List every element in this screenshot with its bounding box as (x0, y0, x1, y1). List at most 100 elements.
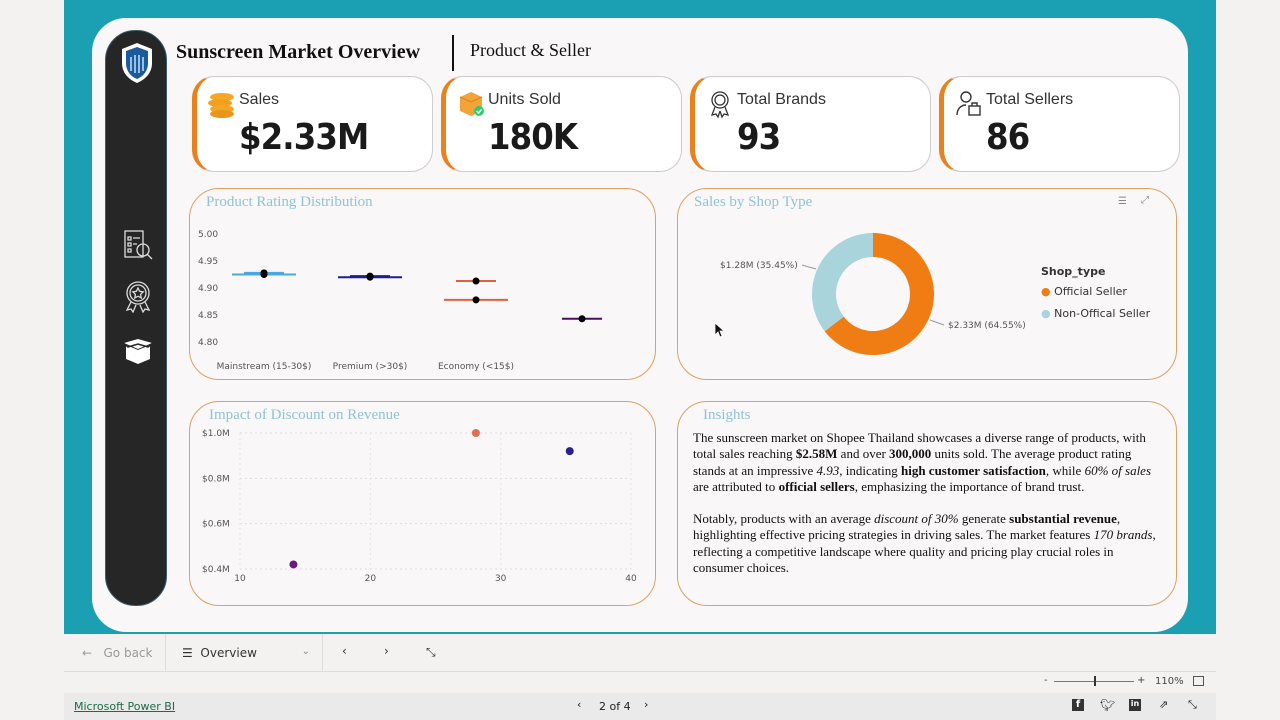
legend-item-official[interactable]: ● Official Seller (1041, 285, 1127, 298)
previous-page-button[interactable]: ‹ (342, 644, 347, 658)
donut-chart: $2.33M (64.55%) $1.28M (35.45%) (720, 233, 1026, 355)
insights-text-run: Notably, products with an average (693, 511, 875, 527)
linkedin-icon[interactable]: in (1129, 699, 1141, 711)
insights-text-run: discount of 30% (874, 511, 959, 527)
kpi-card-total-brands: Total Brands 93 (690, 76, 931, 172)
insights-paragraph-2: Notably, products with an average discou… (693, 511, 1160, 576)
twitter-icon[interactable]: 🐦︎ (1100, 698, 1116, 712)
page-title: Sunscreen Market Overview (176, 41, 421, 63)
scatter-point (289, 560, 298, 569)
insights-text-run: , while (1045, 462, 1085, 478)
go-back-label: Go back (103, 646, 153, 660)
scatter-point (471, 429, 480, 437)
y-tick-label: $0.8M (202, 474, 230, 484)
scatter-point (565, 447, 574, 456)
page-subtitle: Product & Seller (470, 40, 591, 60)
product-rating-panel: Product Rating Distribution 5.00 4.95 4.90… (189, 188, 656, 380)
y-tick-label: $1.0M (202, 429, 230, 439)
chart-title: Impact of Discount on Revenue (209, 407, 400, 423)
legend-label: Official Seller (1054, 285, 1127, 298)
y-tick-label: 4.85 (198, 311, 218, 321)
chevron-down-icon: ⌄ (301, 646, 310, 657)
facebook-icon[interactable]: f (1072, 699, 1084, 711)
power-bi-link[interactable]: Microsoft Power BI (74, 700, 176, 713)
rating-chart: 5.00 4.95 4.90 4.85 4.80 Mainstream (15-30$) P… (198, 230, 602, 372)
exit-fullscreen-icon[interactable]: ⤡ (426, 645, 436, 659)
insights-text-run: 4.93 (816, 462, 840, 478)
focus-mode-icon[interactable]: ⤢ (1141, 195, 1149, 206)
title-divider (452, 35, 454, 71)
insights-text-run: 300,000 (889, 446, 932, 462)
logo-shield-icon (122, 43, 152, 83)
x-tick-label: 40 (625, 574, 637, 584)
leader-line (929, 319, 945, 326)
insights-text-run: , reflecting a competitive landscape whe… (693, 527, 1156, 576)
discount-scatter-chart: $1.0M $0.8M $0.6M $0.4M 10 20 30 40 (202, 429, 637, 584)
kpi-card-sales: Sales $2.33M (192, 76, 433, 172)
share-icon[interactable]: ⇗ (1159, 698, 1169, 711)
insights-text-run: The sunscreen market on Shopee Thailand … (693, 430, 1146, 462)
insights-text-run: , highlighting effective pricing strateg… (693, 511, 1121, 543)
x-tick-label: Premium (>30$) (333, 362, 408, 372)
report-search-icon[interactable] (121, 229, 155, 263)
x-tick-label: 10 (234, 574, 246, 584)
chart-title: Product Rating Distribution (206, 194, 373, 210)
insights-text-run: units sold. The average product rating s… (693, 446, 1132, 478)
x-tick-label: Economy (<15$) (438, 362, 514, 372)
x-tick-label: 30 (495, 574, 507, 584)
kpi-card-units-sold: Units Sold 180K (441, 76, 682, 172)
x-tick-label: 20 (365, 574, 377, 584)
zoom-slider-handle[interactable] (1094, 676, 1096, 686)
rating-point (472, 296, 480, 304)
legend-title: Shop_type (1041, 265, 1106, 278)
page-dropdown[interactable]: ☰ Overview ⌄ (182, 646, 310, 660)
next-page-button[interactable]: › (384, 644, 389, 658)
donut-slice (812, 233, 873, 332)
kpi-value: $2.33M (239, 117, 369, 158)
kpi-card-total-sellers: Total Sellers 86 (939, 76, 1180, 172)
fit-to-page-icon[interactable] (1193, 676, 1204, 686)
zoom-in-button[interactable]: + (1137, 675, 1146, 686)
insights-text-run: generate (958, 511, 1010, 527)
insights-text-run: , indicating (839, 462, 901, 478)
insights-panel: Insights The sunscreen market on Shopee … (677, 401, 1177, 606)
prev-page-button[interactable]: ‹ (577, 698, 582, 711)
data-label: $1.28M (35.45%) (720, 261, 798, 271)
insights-text-run: 170 brands (1093, 527, 1153, 543)
box-icon[interactable] (121, 333, 155, 367)
y-tick-label: 4.90 (198, 284, 218, 294)
legend-label: Non-Offical Seller (1054, 307, 1151, 320)
divider (322, 634, 323, 672)
rating-point (366, 273, 374, 281)
insights-text-run: , emphasizing the importance of brand tr… (854, 478, 1085, 494)
y-tick-label: $0.6M (202, 520, 230, 530)
insights-text-run: substantial revenue (1009, 511, 1117, 527)
insights-text-run: high customer satisfaction (900, 462, 1046, 478)
donut-slice (824, 233, 934, 355)
zoom-out-button[interactable]: - (1044, 675, 1048, 686)
fullscreen-icon[interactable]: ⤡ (1188, 698, 1197, 711)
filter-icon[interactable]: ☰ (1118, 196, 1127, 207)
page-dropdown-value: Overview (200, 646, 257, 660)
insights-text-run: 60% of sales (1084, 462, 1152, 478)
navigation-bar: ← Go back ☰ Overview ⌄ ‹ › ⤡ (64, 634, 1216, 672)
insights-text-run: are attributed to (693, 478, 779, 494)
zoom-bar: - + 110% (64, 672, 1216, 692)
next-page-button[interactable]: › (644, 698, 649, 711)
y-tick-label: 4.95 (198, 257, 218, 267)
go-back-button[interactable]: ← Go back (82, 646, 153, 660)
legend-item-non-official[interactable]: ● Non-Offical Seller (1041, 307, 1151, 320)
kpi-value: 93 (737, 117, 781, 158)
award-icon[interactable] (121, 279, 155, 313)
kpi-value: 180K (488, 117, 578, 158)
kpi-value: 86 (986, 117, 1030, 158)
sidebar (105, 30, 167, 606)
seller-icon (956, 91, 981, 116)
y-tick-label: 5.00 (198, 230, 218, 240)
chart-title: Sales by Shop Type (694, 194, 813, 210)
coins-icon (208, 93, 234, 118)
insights-paragraph-1: The sunscreen market on Shopee Thailand … (693, 430, 1160, 495)
kpi-label: Total Sellers (986, 91, 1074, 108)
page-indicator: 2 of 4 (599, 700, 631, 713)
rating-point (472, 277, 480, 285)
